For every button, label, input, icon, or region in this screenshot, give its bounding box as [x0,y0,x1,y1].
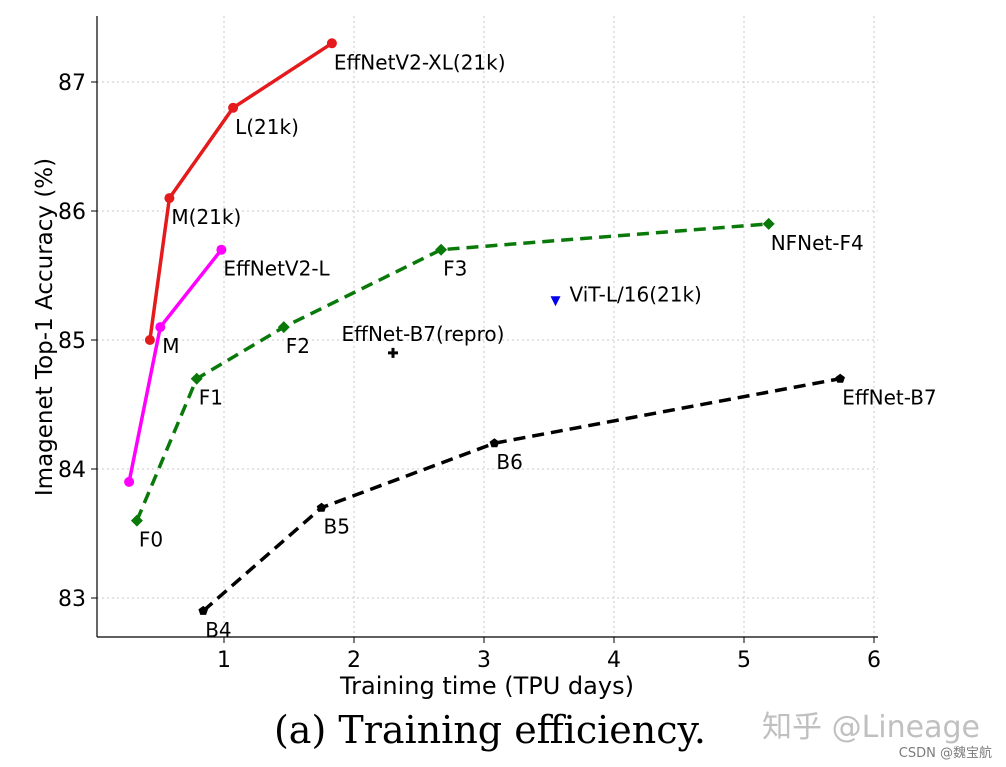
data-point-nfnet [190,372,203,385]
x-tick-label: 2 [347,648,361,673]
data-label: F3 [443,257,467,281]
series-effnet-b7-repro [388,347,398,358]
data-point-nfnet [762,217,775,230]
series-line-effnet [202,376,841,613]
y-tick-label: 85 [58,329,86,354]
axes: 1 2 3 4 5 6 83 84 85 86 87 [58,16,881,673]
data-point-vit-l-16-21k [550,296,561,307]
data-point-effnet [198,605,208,615]
data-label: M [162,334,179,358]
series-effnetv2-l [124,244,227,487]
data-label: F1 [199,386,223,410]
data-label: B4 [205,618,231,642]
training-efficiency-chart: 1 2 3 4 5 6 83 84 85 86 87 M(21k) L(21k) EffNetV2-XL… [32,16,937,700]
data-point-effnet [489,438,500,448]
point-labels: M(21k) L(21k) EffNetV2-XL(21k) M EffNetV2-L F… [139,50,937,642]
x-tick-label: 5 [737,648,751,673]
data-label: B6 [496,450,522,474]
data-label: NFNet-F4 [771,231,864,255]
x-tick-label: 3 [477,648,491,673]
data-label: F2 [286,334,310,358]
data-point-effnetv2-l [124,476,135,487]
data-label: B5 [324,515,350,539]
data-label: EffNet-B7(repro) [342,322,505,346]
series-nfnet [130,217,775,527]
data-label: L(21k) [235,115,299,139]
y-axis-label: Imagenet Top-1 Accuracy (%) [32,158,58,496]
series-effnetv2-xl-21k [144,38,337,345]
data-point-effnetv2-xl-21k [164,193,175,204]
series-effnet [198,373,845,615]
y-tick-label: 84 [58,458,86,483]
data-point-nfnet [277,321,290,334]
y-tick-label: 83 [58,587,86,612]
data-point-nfnet [435,243,448,256]
x-tick-label: 6 [867,648,881,673]
x-tick-label: 4 [607,648,621,673]
series-vit-l-16-21k [550,296,561,307]
x-axis-label: Training time (TPU days) [339,672,634,700]
data-label: EffNetV2-L [223,257,330,281]
data-point-effnet [316,502,327,512]
data-label: ViT-L/16(21k) [570,282,702,306]
data-point-effnet-b7-repro [388,347,398,358]
grid [97,16,878,637]
series-line-effnetv2-l [127,247,224,484]
x-tick-label: 1 [217,648,231,673]
watermark-csdn: CSDN @魏宝航 [898,746,992,761]
data-point-effnetv2-l [155,322,166,333]
data-point-effnetv2-xl-21k [228,102,239,113]
data-point-effnetv2-l [216,244,227,255]
data-label: EffNet-B7 [842,386,936,410]
data-point-effnetv2-xl-21k [144,335,155,345]
data-point-effnet [835,373,845,383]
figure-caption: (a) Training efficiency. [273,708,707,752]
data-label: M(21k) [171,205,241,229]
series-layer [124,38,845,615]
watermark-zhihu: 知乎 @Lineage [762,710,980,745]
data-point-nfnet [130,514,143,527]
y-tick-label: 86 [58,200,86,225]
data-point-effnetv2-xl-21k [326,38,337,49]
data-label: EffNetV2-XL(21k) [334,50,506,74]
data-label: F0 [139,528,163,552]
series-line-effnetv2-xl-21k [148,41,334,342]
y-tick-label: 87 [58,71,86,96]
